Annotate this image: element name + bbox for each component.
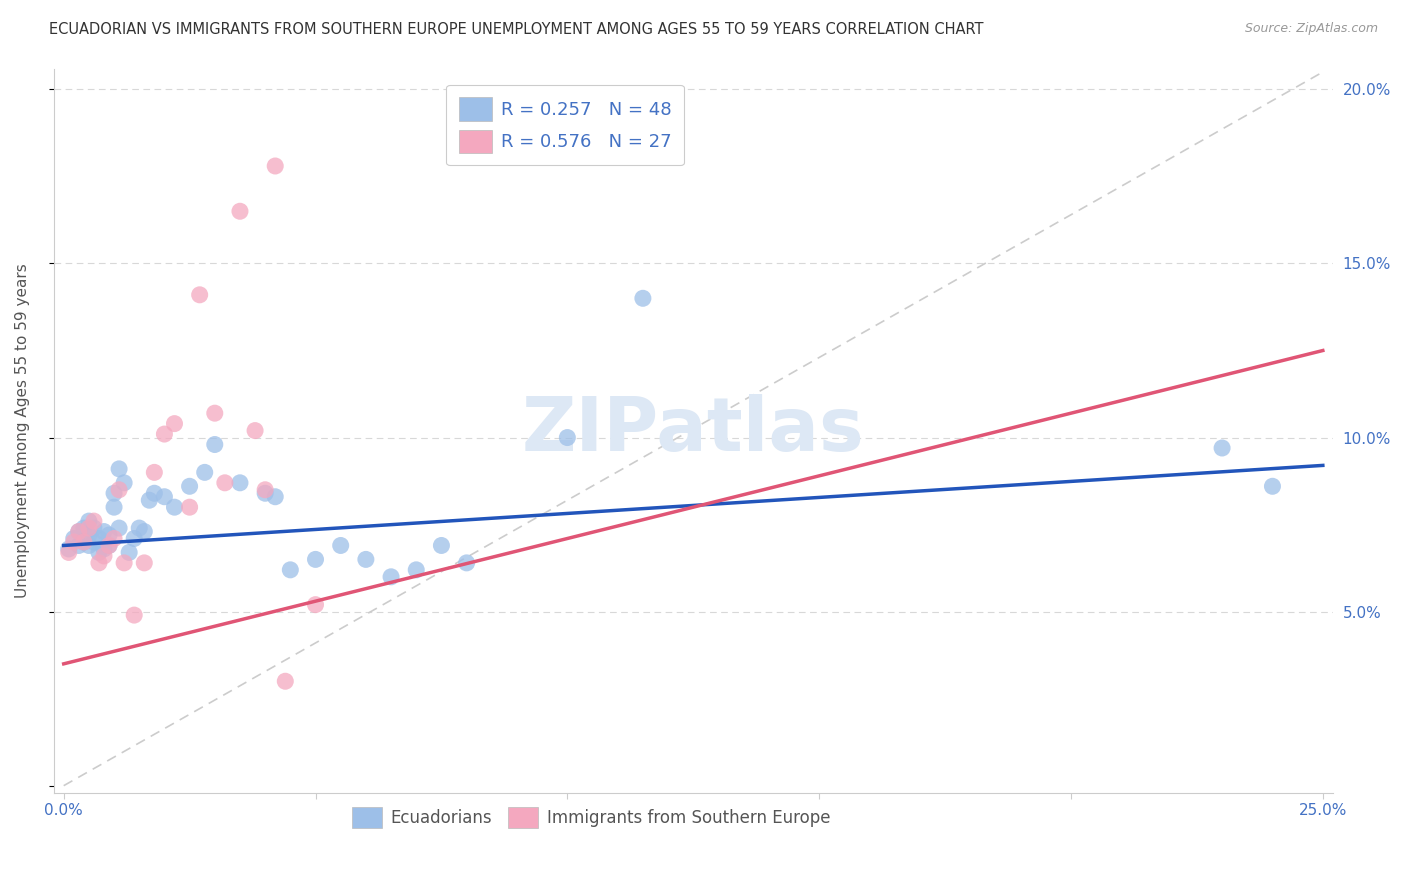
Point — [430, 539, 453, 553]
Point — [103, 486, 125, 500]
Point — [134, 556, 156, 570]
Point — [87, 532, 110, 546]
Point — [87, 556, 110, 570]
Point — [254, 486, 277, 500]
Text: Source: ZipAtlas.com: Source: ZipAtlas.com — [1244, 22, 1378, 36]
Point — [98, 539, 121, 553]
Point — [93, 541, 115, 556]
Point — [188, 288, 211, 302]
Point — [134, 524, 156, 539]
Point — [98, 539, 121, 553]
Point — [67, 524, 90, 539]
Point — [122, 532, 145, 546]
Point — [108, 521, 131, 535]
Point — [143, 466, 166, 480]
Point — [264, 159, 287, 173]
Point — [67, 524, 90, 539]
Point — [77, 528, 100, 542]
Point — [62, 535, 84, 549]
Point — [204, 437, 226, 451]
Point — [77, 539, 100, 553]
Point — [67, 539, 90, 553]
Point — [122, 608, 145, 623]
Point — [112, 475, 135, 490]
Point — [254, 483, 277, 497]
Point — [163, 500, 186, 515]
Point — [456, 556, 478, 570]
Point — [557, 431, 579, 445]
Point — [243, 424, 266, 438]
Y-axis label: Unemployment Among Ages 55 to 59 years: Unemployment Among Ages 55 to 59 years — [15, 263, 30, 598]
Point — [62, 532, 84, 546]
Point — [194, 466, 217, 480]
Point — [229, 204, 252, 219]
Point — [77, 514, 100, 528]
Point — [73, 535, 96, 549]
Point — [304, 552, 326, 566]
Point — [108, 483, 131, 497]
Point — [118, 545, 141, 559]
Point — [354, 552, 377, 566]
Point — [112, 556, 135, 570]
Point — [153, 427, 176, 442]
Point — [93, 524, 115, 539]
Point — [128, 521, 150, 535]
Text: ZIPatlas: ZIPatlas — [522, 394, 865, 467]
Point — [204, 406, 226, 420]
Point — [163, 417, 186, 431]
Point — [380, 570, 402, 584]
Point — [83, 514, 105, 528]
Point — [93, 549, 115, 563]
Point — [83, 535, 105, 549]
Point — [278, 563, 301, 577]
Point — [1261, 479, 1284, 493]
Point — [304, 598, 326, 612]
Point — [405, 563, 427, 577]
Point — [179, 500, 201, 515]
Point — [103, 532, 125, 546]
Point — [108, 462, 131, 476]
Point — [87, 545, 110, 559]
Point — [58, 545, 80, 559]
Point — [179, 479, 201, 493]
Point — [1211, 441, 1233, 455]
Point — [229, 475, 252, 490]
Point — [631, 291, 654, 305]
Point — [274, 674, 297, 689]
Point — [138, 493, 160, 508]
Point — [153, 490, 176, 504]
Legend: Ecuadorians, Immigrants from Southern Europe: Ecuadorians, Immigrants from Southern Eu… — [344, 800, 837, 835]
Point — [98, 528, 121, 542]
Point — [73, 521, 96, 535]
Point — [77, 521, 100, 535]
Point — [73, 535, 96, 549]
Point — [58, 541, 80, 556]
Point — [83, 521, 105, 535]
Point — [143, 486, 166, 500]
Point — [103, 500, 125, 515]
Point — [214, 475, 236, 490]
Text: ECUADORIAN VS IMMIGRANTS FROM SOUTHERN EUROPE UNEMPLOYMENT AMONG AGES 55 TO 59 Y: ECUADORIAN VS IMMIGRANTS FROM SOUTHERN E… — [49, 22, 984, 37]
Point — [264, 490, 287, 504]
Point — [329, 539, 352, 553]
